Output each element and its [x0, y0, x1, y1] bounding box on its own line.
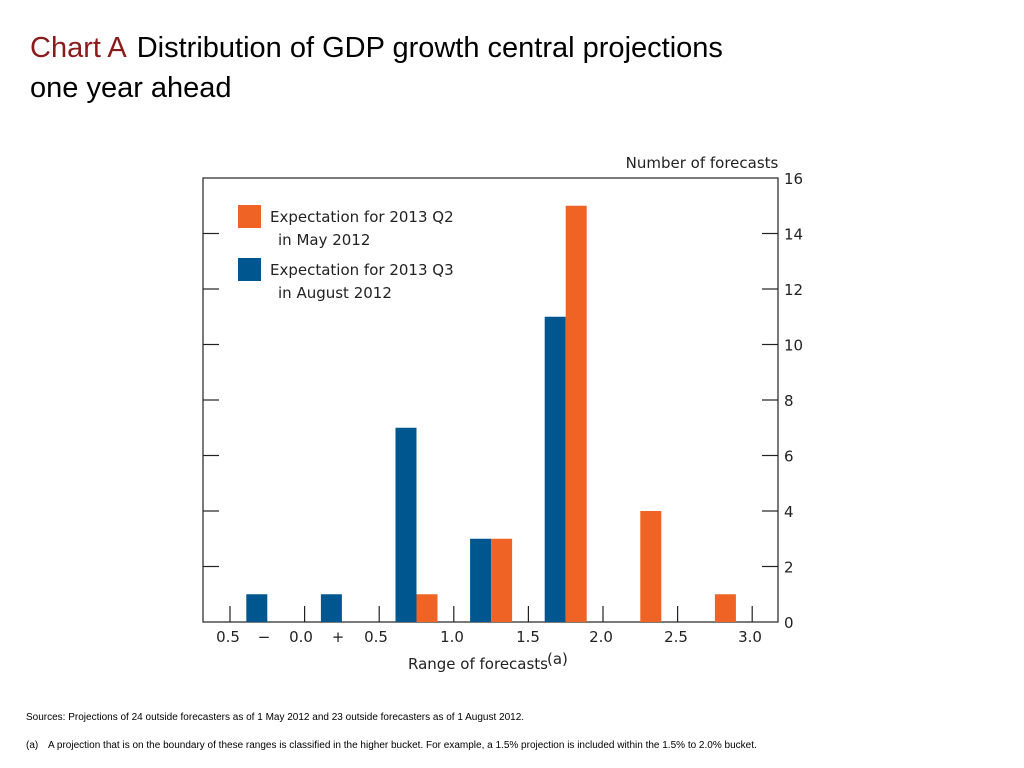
legend-label-aug-2012-line2: in August 2012 [278, 284, 392, 302]
chart-label: Chart A [30, 32, 127, 64]
bar-aug-2012 [544, 316, 566, 622]
x-tick-label: 2.5 [664, 628, 688, 646]
bar-aug-2012 [395, 427, 417, 622]
footnote-text: A projection that is on the boundary of … [48, 740, 757, 751]
bar-may-2012 [491, 538, 513, 622]
bar-may-2012 [640, 511, 662, 622]
chart-title-line2: one year ahead [30, 72, 232, 104]
bar-may-2012 [565, 205, 587, 622]
x-tick-label: 1.5 [516, 628, 540, 646]
bar-aug-2012 [246, 594, 268, 622]
y-axis-title: Number of forecasts [626, 154, 779, 172]
bar-may-2012 [714, 594, 736, 622]
chart-title-line1: Distribution of GDP growth central proje… [136, 32, 723, 64]
bar-aug-2012 [320, 594, 342, 622]
x-tick-label: − [258, 628, 271, 646]
legend-swatch-may-2012 [238, 205, 261, 228]
y-tick-label: 12 [784, 281, 803, 299]
x-tick-label: + [332, 628, 345, 646]
x-tick-label: 0.5 [216, 628, 240, 646]
y-tick-label: 8 [784, 392, 794, 410]
y-tick-label: 14 [784, 226, 803, 244]
y-tick-label: 2 [784, 559, 794, 577]
legend-label-may-2012: Expectation for 2013 Q2 [270, 208, 454, 226]
footnote: (a) A projection that is on the boundary … [26, 740, 757, 751]
x-tick-label: 3.0 [738, 628, 762, 646]
bar-may-2012 [416, 594, 438, 622]
footnote-mark: (a) [26, 740, 39, 751]
bar-aug-2012 [470, 538, 492, 622]
legend-label-may-2012-line2: in May 2012 [278, 231, 370, 249]
x-tick-label: 1.0 [440, 628, 464, 646]
y-tick-label: 10 [784, 337, 803, 355]
y-tick-label: 6 [784, 448, 794, 466]
legend-label-aug-2012: Expectation for 2013 Q3 [270, 261, 454, 279]
x-tick-label: 0.5 [364, 628, 388, 646]
x-axis-title: Range of forecasts [408, 655, 548, 673]
chart-title: Chart A Distribution of GDP growth centra… [30, 28, 930, 108]
x-tick-label: 2.0 [589, 628, 613, 646]
x-axis-title-superscript: (a) [547, 650, 568, 668]
y-tick-label: 16 [784, 170, 803, 188]
y-tick-label: 0 [784, 614, 794, 632]
x-tick-label: 0.0 [289, 628, 313, 646]
legend-swatch-aug-2012 [238, 258, 261, 281]
y-tick-label: 4 [784, 503, 794, 521]
sources-note: Sources: Projections of 24 outside forec… [26, 712, 525, 723]
